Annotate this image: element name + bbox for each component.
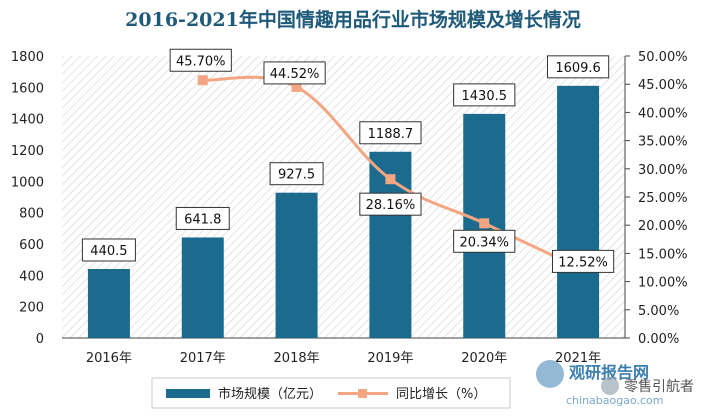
- right-tick-label: 25.00%: [638, 191, 688, 206]
- line-label-box: [359, 192, 422, 216]
- left-tick-label: 1800: [11, 50, 44, 65]
- bar-label-box: [546, 55, 610, 79]
- line-data-label: 44.52%: [270, 67, 320, 82]
- legend-box: [151, 377, 511, 409]
- right-tick-label: 35.00%: [638, 135, 688, 150]
- bar-data-label: 1609.6: [555, 61, 601, 76]
- legend: 市场规模（亿元） 同比增长（%）: [151, 377, 511, 409]
- line-data-label: 45.70%: [176, 54, 226, 69]
- left-tick-label: 1000: [11, 175, 44, 190]
- line-data-label: 28.16%: [366, 198, 416, 213]
- left-tick-label: 0: [36, 332, 44, 347]
- watermark: 观研报告网 chinabaogao.com 零售引航者: [536, 360, 694, 407]
- right-tick-label: 45.00%: [638, 78, 688, 93]
- bar-data-label: 440.5: [90, 244, 127, 259]
- right-tick-label: 15.00%: [638, 247, 688, 262]
- bar: [87, 268, 130, 338]
- right-tick-label: 5.00%: [638, 304, 679, 319]
- line-point: [291, 81, 302, 92]
- x-tick-label: 2016年: [86, 351, 132, 366]
- bar-label-box: [175, 206, 230, 230]
- plot-area-background: [62, 56, 625, 338]
- legend-label-bar: 市场规模（亿元）: [218, 386, 322, 402]
- x-tick-label: 2017年: [180, 351, 226, 366]
- bar-label-box: [453, 83, 516, 107]
- right-tick-label: 0.00%: [638, 332, 679, 347]
- x-tick-label: 2021年: [555, 351, 601, 366]
- line-label-box: [551, 249, 615, 273]
- left-tick-label: 1400: [11, 113, 44, 128]
- left-axis-ticks: 0 200 400 600 800 1000 1200 1400 1600 1800: [11, 50, 44, 347]
- left-tick-label: 400: [19, 269, 44, 284]
- line-point: [479, 218, 490, 229]
- left-tick-label: 1200: [11, 144, 44, 159]
- bar: [557, 85, 600, 338]
- bar-label-box: [359, 121, 422, 145]
- bar-label-box: [269, 162, 324, 186]
- bar-data-label: 641.8: [184, 212, 221, 227]
- legend-label-line: 同比增长（%）: [396, 387, 486, 402]
- left-tick-label: 200: [19, 301, 44, 316]
- right-axis-ticks: 0.00% 5.00% 10.00% 15.00% 20.00% 25.00% 30.00%…: [625, 50, 688, 347]
- bar: [181, 237, 224, 338]
- line-point: [197, 75, 208, 86]
- line-label-box: [453, 229, 516, 253]
- x-tick-label: 2018年: [274, 351, 320, 366]
- bar-series: [87, 85, 600, 338]
- right-tick-label: 10.00%: [638, 276, 688, 291]
- left-tick-label: 1600: [11, 81, 44, 96]
- line-data-label: 20.34%: [459, 235, 509, 250]
- right-tick-label: 30.00%: [638, 163, 688, 178]
- line-data-labels: 45.70% 44.52% 28.16% 20.34% 12.52%: [169, 48, 615, 273]
- bar-data-labels: 440.5 641.8 927.5 1188.7 1430.5 1609.6: [81, 55, 610, 262]
- watermark-logo-icon: [536, 360, 564, 388]
- bar-data-label: 1430.5: [462, 89, 508, 104]
- wechat-icon: [601, 377, 619, 395]
- right-tick-label: 20.00%: [638, 219, 688, 234]
- watermark-brand: 观研报告网: [569, 363, 649, 382]
- x-tick-label: 2020年: [461, 351, 507, 366]
- x-tick-label: 2019年: [367, 351, 413, 366]
- line-label-box: [263, 61, 326, 85]
- watermark-account: 零售引航者: [624, 379, 694, 395]
- right-tick-label: 40.00%: [638, 106, 688, 121]
- left-tick-label: 600: [19, 238, 44, 253]
- bar-data-label: 1188.7: [368, 127, 414, 142]
- line-data-label: 12.52%: [558, 255, 608, 270]
- line-label-box: [169, 48, 232, 72]
- line-point: [385, 174, 396, 185]
- right-tick-label: 50.00%: [638, 50, 688, 65]
- left-tick-label: 800: [19, 207, 44, 222]
- chart-title: 2016-2021年中国情趣用品行业市场规模及增长情况: [125, 8, 581, 31]
- bar-label-box: [81, 238, 136, 262]
- legend-swatch-bar: [166, 389, 210, 398]
- watermark-url: chinabaogao.com: [566, 394, 664, 407]
- legend-swatch-marker: [358, 389, 367, 398]
- bar-data-label: 927.5: [278, 168, 315, 183]
- bar: [275, 192, 318, 338]
- x-axis-ticks: 2016年 2017年 2018年 2019年 2020年 2021年: [86, 351, 601, 366]
